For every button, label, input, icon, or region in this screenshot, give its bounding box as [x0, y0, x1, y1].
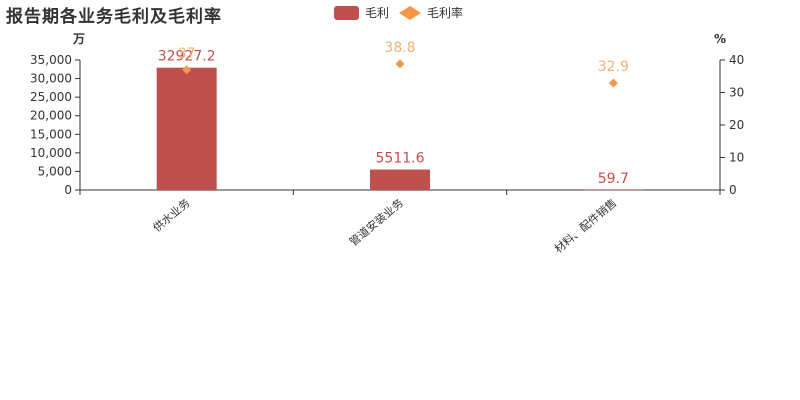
y-left-tick-label: 35,000: [30, 53, 72, 67]
y-right-tick-label: 40: [729, 53, 744, 67]
y-right-tick-label: 0: [729, 183, 737, 197]
point-data-label: 37: [178, 46, 196, 62]
legend-label-gross-profit: 毛利: [365, 6, 390, 20]
y-left-tick-label: 25,000: [30, 90, 72, 104]
y-left-tick-label: 15,000: [30, 127, 72, 141]
y-right-tick-label: 20: [729, 118, 744, 132]
legend-label-gross-margin: 毛利率: [427, 6, 464, 20]
y-left-tick-label: 0: [64, 183, 72, 197]
legend: 毛利 毛利率: [334, 4, 473, 21]
bar-gross-profit: [370, 169, 430, 190]
x-category-label: 管道安装业务: [346, 196, 406, 249]
y-axis-left-unit: 万: [72, 32, 85, 46]
y-left-tick-label: 10,000: [30, 146, 72, 160]
x-category-label: 材料、配件销售: [551, 196, 619, 256]
point-gross-margin: [395, 59, 405, 69]
bar-data-label: 5511.6: [376, 151, 425, 167]
bar-data-label: 59.7: [598, 171, 629, 187]
legend-item-gross-margin[interactable]: 毛利率: [399, 4, 463, 21]
y-right-tick-label: 10: [729, 151, 744, 165]
legend-item-gross-profit[interactable]: 毛利: [334, 4, 389, 21]
y-left-tick-label: 30,000: [30, 72, 72, 86]
bar-data-label: 32927.2: [158, 49, 216, 65]
point-data-label: 32.9: [598, 59, 629, 75]
point-gross-margin: [182, 65, 192, 75]
legend-diamond-swatch-icon: [399, 5, 422, 20]
bar-gross-profit: [156, 67, 217, 190]
y-axis-right-unit: %: [714, 32, 726, 46]
y-right-tick-label: 30: [729, 86, 744, 100]
chart-title: 报告期各业务毛利及毛利率: [6, 7, 222, 27]
y-left-tick-label: 20,000: [30, 109, 72, 123]
legend-bar-swatch-icon: [334, 5, 359, 20]
bar-gross-profit: [583, 189, 644, 191]
point-gross-margin: [608, 78, 618, 88]
y-left-tick-label: 5,000: [38, 164, 72, 178]
point-data-label: 38.8: [384, 40, 415, 56]
x-category-label: 供水业务: [150, 196, 193, 235]
